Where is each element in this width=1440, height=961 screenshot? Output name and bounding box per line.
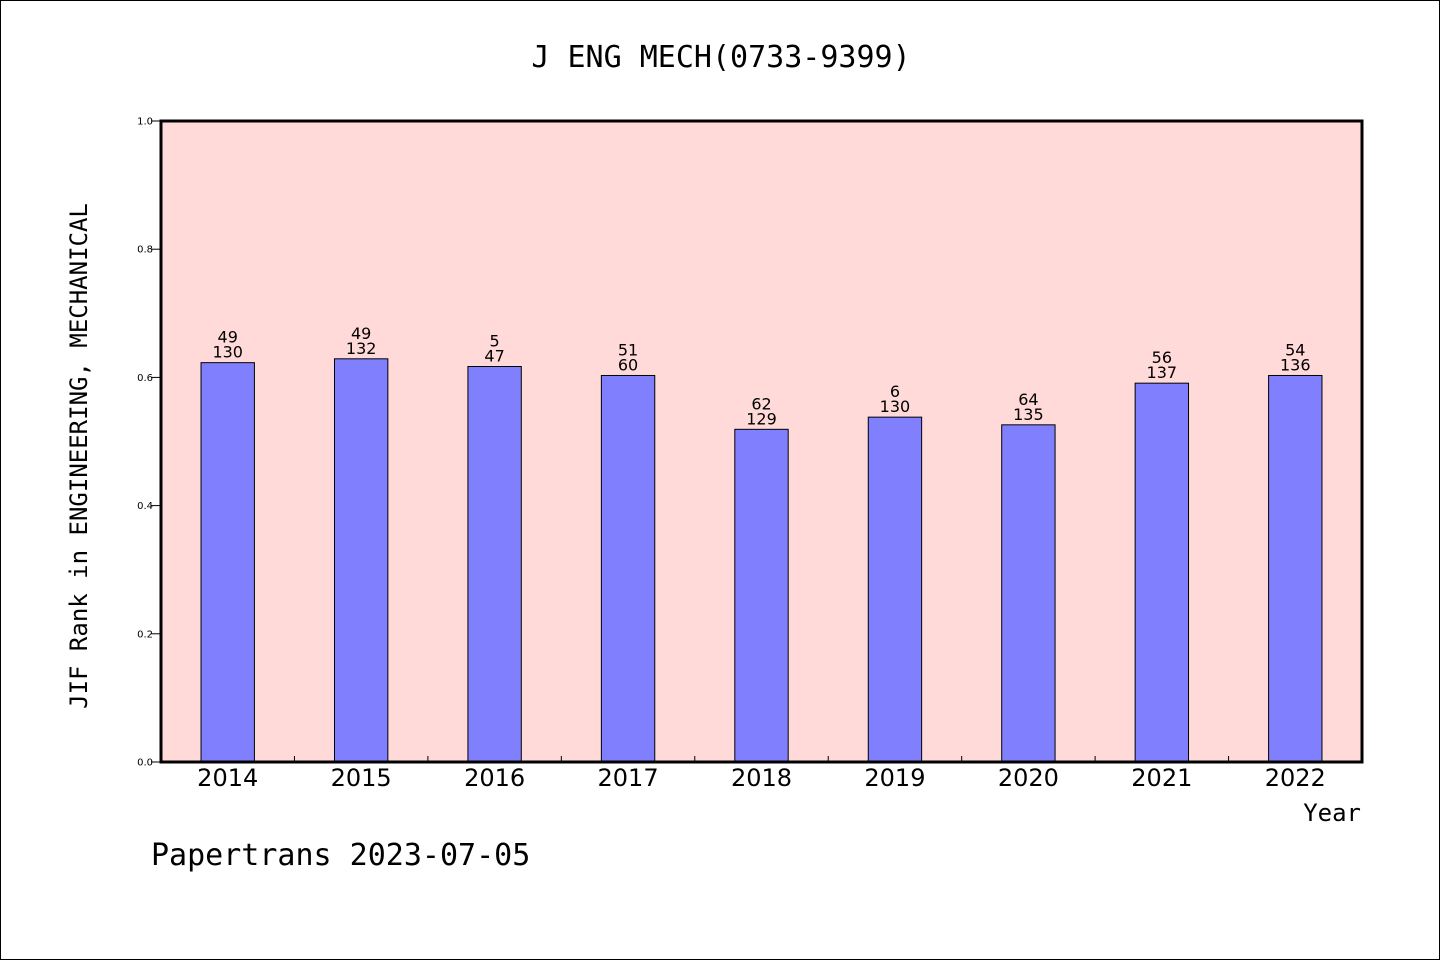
y-tick-label: 0.0 bbox=[137, 758, 153, 769]
bars-group bbox=[200, 358, 1323, 763]
bar-2014 bbox=[200, 362, 255, 763]
bar-label-top-2018: 62 bbox=[751, 394, 771, 413]
bar-label-top-2014: 49 bbox=[218, 328, 238, 347]
y-axis: 0.0 0.2 0.4 0.6 0.8 1.0 bbox=[137, 117, 161, 769]
y-tick-label: 0.2 bbox=[137, 629, 153, 640]
bar-label-bottom-2022: 136 bbox=[1280, 355, 1311, 374]
bar-label-bottom-2019: 130 bbox=[880, 397, 911, 416]
bar-label-top-2019: 6 bbox=[890, 382, 900, 401]
bar-2017 bbox=[600, 374, 656, 763]
chart-title: J ENG MECH(0733-9399) bbox=[531, 40, 910, 75]
x-tick-label-2020: 2020 bbox=[998, 764, 1059, 792]
bar-label-top-2015: 49 bbox=[351, 324, 371, 343]
x-tick-label-2018: 2018 bbox=[731, 764, 792, 792]
bar-label-bottom-2018: 129 bbox=[746, 409, 777, 428]
bar-label-top-2016: 5 bbox=[490, 332, 500, 351]
x-tick-label-2014: 2014 bbox=[197, 764, 258, 792]
x-axis-label: Year bbox=[1303, 799, 1361, 827]
bar-label-bottom-2017: 60 bbox=[618, 355, 638, 374]
bar-2019 bbox=[867, 416, 923, 763]
y-tick-label: 0.8 bbox=[137, 245, 153, 256]
bar-label-bottom-2015: 132 bbox=[346, 339, 377, 358]
y-axis-label: JIF Rank in ENGINEERING, MECHANICAL bbox=[65, 203, 93, 709]
y-tick-label: 0.6 bbox=[137, 373, 153, 384]
bar-2015 bbox=[333, 358, 389, 763]
bar-label-top-2022: 54 bbox=[1285, 340, 1305, 359]
x-tick-label-2022: 2022 bbox=[1265, 764, 1326, 792]
plot-border bbox=[159, 119, 1364, 764]
bar-2022 bbox=[1268, 374, 1323, 763]
bar-label-top-2017: 51 bbox=[618, 340, 638, 359]
bar-label-bottom-2014: 130 bbox=[212, 343, 243, 362]
x-tick-label-2017: 2017 bbox=[598, 764, 659, 792]
bar-2020 bbox=[1001, 424, 1056, 763]
bar-label-top-2021: 56 bbox=[1152, 348, 1172, 367]
bar-label-bottom-2021: 137 bbox=[1147, 363, 1178, 382]
x-tick-label-2019: 2019 bbox=[864, 764, 925, 792]
bar-2016 bbox=[467, 366, 522, 763]
bar-2021 bbox=[1134, 382, 1190, 763]
bar-label-bottom-2020: 135 bbox=[1013, 405, 1044, 424]
bar-label-top-2020: 64 bbox=[1018, 390, 1038, 409]
x-axis: 2014 2015 2016 2017 2018 2019 2020 2021 2022 bbox=[197, 756, 1326, 792]
x-tick-label-2015: 2015 bbox=[331, 764, 392, 792]
footer-credit: Papertrans 2023-07-05 bbox=[151, 838, 530, 873]
bar-label-bottom-2016: 47 bbox=[484, 347, 504, 366]
y-tick-label: 0.4 bbox=[137, 501, 153, 512]
x-tick-label-2016: 2016 bbox=[464, 764, 525, 792]
y-tick-label: 1.0 bbox=[137, 117, 153, 128]
x-tick-label-2021: 2021 bbox=[1131, 764, 1192, 792]
bar-2018 bbox=[734, 428, 789, 763]
